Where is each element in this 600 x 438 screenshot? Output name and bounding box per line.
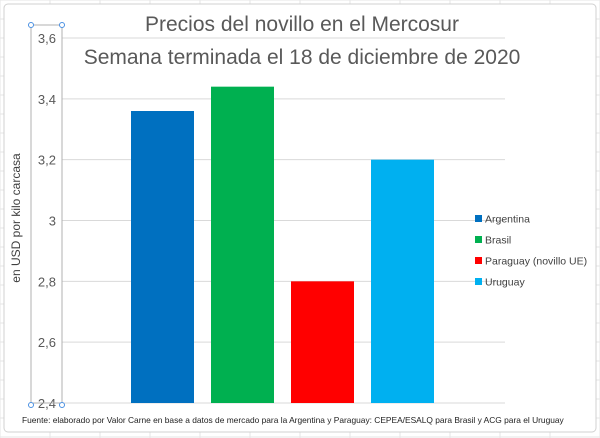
y-axis-selection-box[interactable] [30, 24, 63, 404]
bar-brasil[interactable] [211, 86, 274, 404]
legend-swatch [475, 236, 482, 243]
source-note: Fuente: elaborado por Valor Carne en bas… [22, 415, 565, 425]
selection-handle[interactable] [28, 22, 34, 28]
legend-label: Uruguay [485, 277, 525, 289]
chart-subtitle: Semana terminada el 18 de diciembre de 2… [84, 46, 521, 69]
y-tick-label: 3,4 [38, 92, 56, 107]
legend-swatch [475, 278, 482, 285]
legend: Argentina Brasil Paraguay (novillo UE) Urug… [475, 214, 587, 289]
bars [131, 86, 434, 404]
legend-swatch [475, 215, 482, 222]
selection-handle[interactable] [59, 402, 65, 408]
bar-argentina[interactable] [131, 111, 194, 403]
selection-handle[interactable] [59, 22, 65, 28]
legend-swatch [475, 257, 482, 264]
legend-label: Brasil [485, 235, 511, 247]
y-tick-label: 3,2 [38, 153, 56, 168]
y-tick-label: 2,6 [38, 335, 56, 350]
selection-handle[interactable] [28, 402, 34, 408]
chart-title: Precios del novillo en el Mercosur [145, 13, 459, 36]
y-tick-label: 2,8 [38, 274, 56, 289]
y-tick-label: 3,6 [38, 31, 56, 46]
y-axis-label: en USD por kilo carcasa [9, 153, 23, 283]
bar-uruguay[interactable] [371, 159, 434, 403]
bar-paraguay-novillo-ue[interactable] [291, 281, 354, 403]
legend-label: Paraguay (novillo UE) [485, 256, 587, 268]
y-tick-label: 3 [49, 214, 56, 229]
legend-label: Argentina [485, 214, 530, 226]
